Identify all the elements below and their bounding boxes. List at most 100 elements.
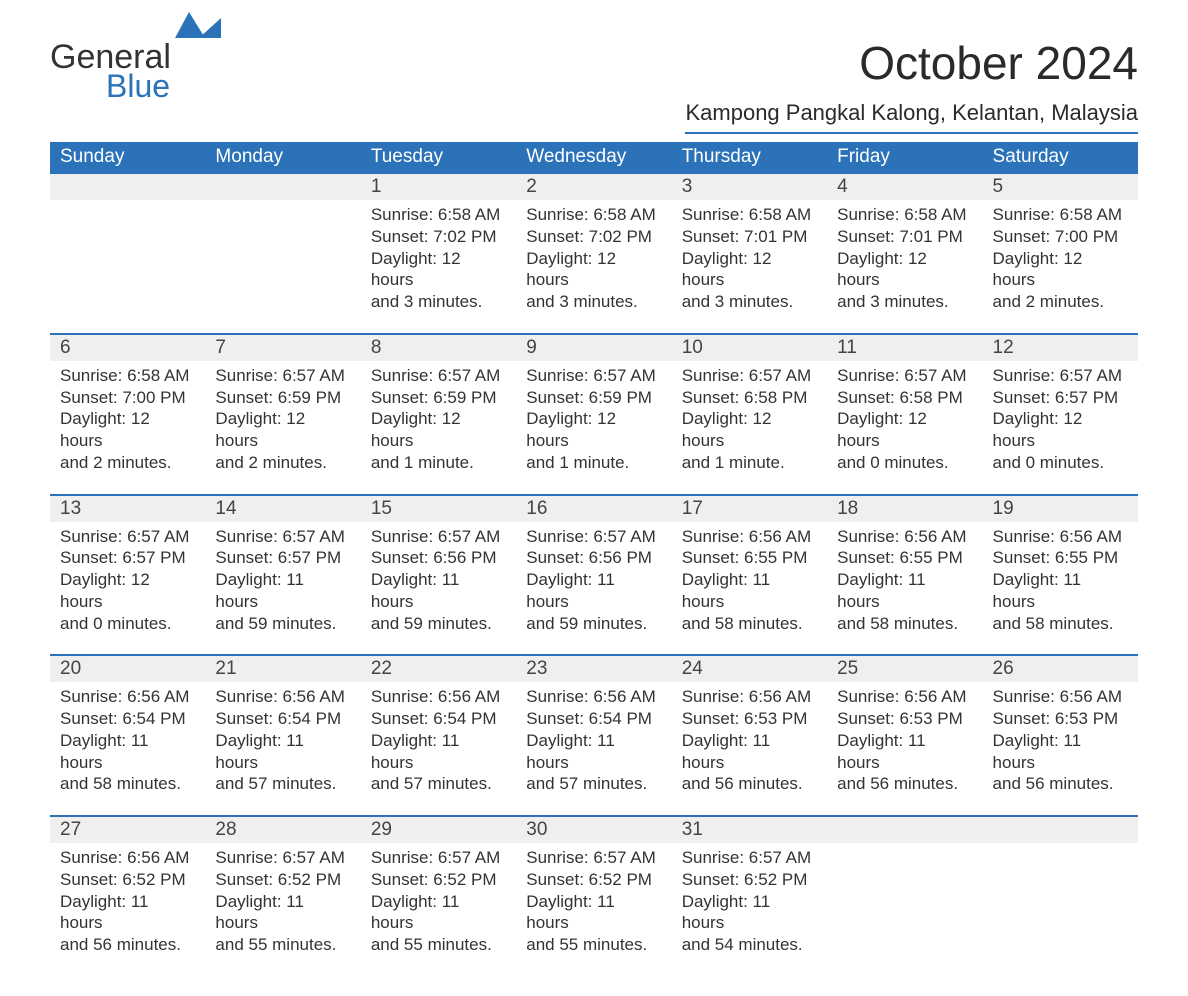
day-body-cell (205, 200, 360, 313)
day-body-cell: Sunrise: 6:56 AMSunset: 6:54 PMDaylight:… (361, 682, 516, 795)
day-number-cell: 31 (672, 816, 827, 843)
day-d1: Daylight: 11 hours (215, 730, 350, 774)
day-ss: Sunset: 7:02 PM (526, 226, 661, 248)
day-ss: Sunset: 6:53 PM (837, 708, 972, 730)
day-number-cell (827, 816, 982, 843)
day-sr: Sunrise: 6:57 AM (215, 847, 350, 869)
day-ss: Sunset: 6:52 PM (371, 869, 506, 891)
week-daynum-row: 12345 (50, 173, 1138, 200)
day-body-cell (827, 843, 982, 956)
col-header: Monday (205, 142, 360, 173)
day-d1: Daylight: 11 hours (526, 891, 661, 935)
day-number-cell: 22 (361, 655, 516, 682)
day-ss: Sunset: 6:52 PM (60, 869, 195, 891)
col-header: Friday (827, 142, 982, 173)
logo: General Blue (50, 40, 221, 102)
week-spacer (50, 795, 1138, 816)
day-d1: Daylight: 11 hours (60, 891, 195, 935)
day-d2: and 56 minutes. (60, 934, 195, 956)
day-ss: Sunset: 6:57 PM (60, 547, 195, 569)
day-d1: Daylight: 12 hours (215, 408, 350, 452)
day-body-cell: Sunrise: 6:57 AMSunset: 6:58 PMDaylight:… (827, 361, 982, 474)
day-body-cell: Sunrise: 6:58 AMSunset: 7:00 PMDaylight:… (983, 200, 1138, 313)
day-body-cell: Sunrise: 6:57 AMSunset: 6:56 PMDaylight:… (361, 522, 516, 635)
day-body-cell: Sunrise: 6:58 AMSunset: 7:00 PMDaylight:… (50, 361, 205, 474)
day-ss: Sunset: 7:00 PM (60, 387, 195, 409)
day-ss: Sunset: 6:58 PM (682, 387, 817, 409)
day-sr: Sunrise: 6:57 AM (371, 526, 506, 548)
day-d2: and 1 minute. (371, 452, 506, 474)
day-sr: Sunrise: 6:57 AM (215, 365, 350, 387)
day-sr: Sunrise: 6:58 AM (60, 365, 195, 387)
day-body-cell: Sunrise: 6:58 AMSunset: 7:02 PMDaylight:… (361, 200, 516, 313)
day-d2: and 2 minutes. (215, 452, 350, 474)
day-d2: and 55 minutes. (215, 934, 350, 956)
day-d2: and 57 minutes. (215, 773, 350, 795)
day-number-cell: 21 (205, 655, 360, 682)
day-number-cell: 3 (672, 173, 827, 200)
day-body-cell: Sunrise: 6:57 AMSunset: 6:59 PMDaylight:… (361, 361, 516, 474)
day-d2: and 59 minutes. (371, 613, 506, 635)
week-body-row: Sunrise: 6:56 AMSunset: 6:52 PMDaylight:… (50, 843, 1138, 956)
day-sr: Sunrise: 6:57 AM (682, 365, 817, 387)
day-sr: Sunrise: 6:57 AM (371, 847, 506, 869)
logo-text: General Blue (50, 40, 221, 102)
week-spacer (50, 634, 1138, 655)
day-number-cell: 4 (827, 173, 982, 200)
day-ss: Sunset: 7:01 PM (837, 226, 972, 248)
header-row: SundayMondayTuesdayWednesdayThursdayFrid… (50, 142, 1138, 173)
day-number-cell: 7 (205, 334, 360, 361)
page-title: October 2024 (685, 40, 1138, 86)
day-d2: and 3 minutes. (526, 291, 661, 313)
day-number-cell: 26 (983, 655, 1138, 682)
day-sr: Sunrise: 6:57 AM (371, 365, 506, 387)
day-body-cell: Sunrise: 6:57 AMSunset: 6:52 PMDaylight:… (361, 843, 516, 956)
day-d1: Daylight: 11 hours (993, 569, 1128, 613)
day-ss: Sunset: 6:57 PM (215, 547, 350, 569)
day-sr: Sunrise: 6:57 AM (215, 526, 350, 548)
day-d2: and 57 minutes. (371, 773, 506, 795)
day-d2: and 3 minutes. (682, 291, 817, 313)
day-sr: Sunrise: 6:57 AM (682, 847, 817, 869)
day-ss: Sunset: 6:53 PM (682, 708, 817, 730)
day-body-cell: Sunrise: 6:58 AMSunset: 7:02 PMDaylight:… (516, 200, 671, 313)
day-d2: and 58 minutes. (837, 613, 972, 635)
day-body-cell: Sunrise: 6:56 AMSunset: 6:54 PMDaylight:… (205, 682, 360, 795)
day-ss: Sunset: 6:54 PM (526, 708, 661, 730)
day-ss: Sunset: 6:53 PM (993, 708, 1128, 730)
day-ss: Sunset: 6:54 PM (60, 708, 195, 730)
day-d1: Daylight: 11 hours (371, 730, 506, 774)
day-d1: Daylight: 11 hours (215, 569, 350, 613)
day-d1: Daylight: 12 hours (371, 248, 506, 292)
day-d2: and 0 minutes. (60, 613, 195, 635)
day-sr: Sunrise: 6:58 AM (993, 204, 1128, 226)
day-number-cell: 6 (50, 334, 205, 361)
day-ss: Sunset: 6:59 PM (526, 387, 661, 409)
col-header: Tuesday (361, 142, 516, 173)
day-d1: Daylight: 12 hours (682, 248, 817, 292)
day-body-cell: Sunrise: 6:57 AMSunset: 6:57 PMDaylight:… (50, 522, 205, 635)
day-d2: and 3 minutes. (371, 291, 506, 313)
day-d2: and 56 minutes. (837, 773, 972, 795)
day-d2: and 2 minutes. (993, 291, 1128, 313)
day-d2: and 58 minutes. (993, 613, 1128, 635)
day-ss: Sunset: 7:00 PM (993, 226, 1128, 248)
day-d2: and 55 minutes. (371, 934, 506, 956)
day-sr: Sunrise: 6:56 AM (60, 686, 195, 708)
week-spacer (50, 474, 1138, 495)
day-body-cell: Sunrise: 6:57 AMSunset: 6:57 PMDaylight:… (983, 361, 1138, 474)
day-body-cell: Sunrise: 6:57 AMSunset: 6:56 PMDaylight:… (516, 522, 671, 635)
day-ss: Sunset: 6:55 PM (993, 547, 1128, 569)
day-body-cell: Sunrise: 6:58 AMSunset: 7:01 PMDaylight:… (827, 200, 982, 313)
day-body-cell: Sunrise: 6:57 AMSunset: 6:59 PMDaylight:… (205, 361, 360, 474)
day-d2: and 57 minutes. (526, 773, 661, 795)
day-ss: Sunset: 6:55 PM (837, 547, 972, 569)
day-number-cell: 29 (361, 816, 516, 843)
day-body-cell: Sunrise: 6:57 AMSunset: 6:57 PMDaylight:… (205, 522, 360, 635)
day-d1: Daylight: 11 hours (837, 730, 972, 774)
day-sr: Sunrise: 6:56 AM (837, 686, 972, 708)
day-ss: Sunset: 6:59 PM (371, 387, 506, 409)
week-body-row: Sunrise: 6:58 AMSunset: 7:00 PM Daylight:… (50, 361, 1138, 474)
week-spacer (50, 313, 1138, 334)
day-number-cell: 12 (983, 334, 1138, 361)
